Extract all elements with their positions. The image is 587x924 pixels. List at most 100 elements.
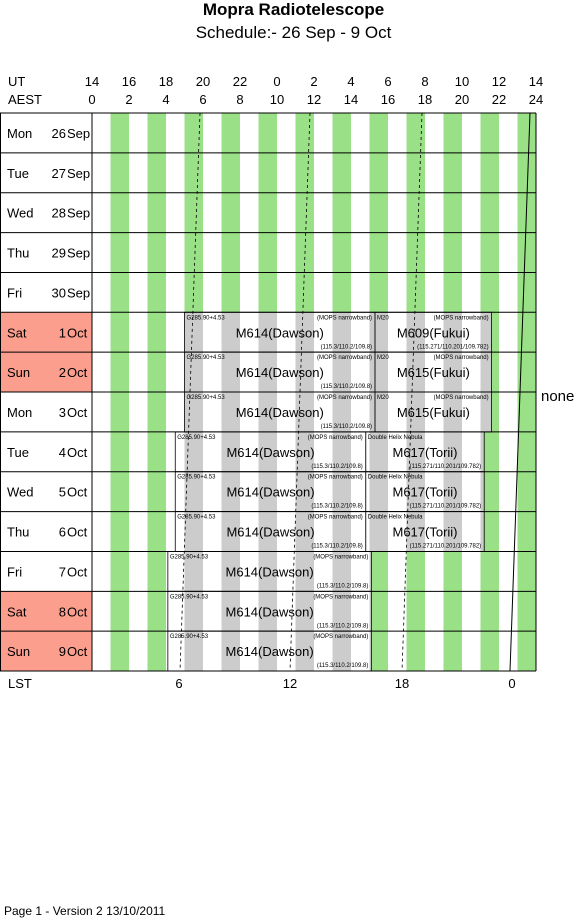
block-freq: (115.271/110.201/109.782)	[410, 464, 482, 470]
booking-stripe	[184, 352, 203, 393]
booking-stripe	[295, 511, 314, 552]
day-month: Sep	[67, 206, 90, 221]
block-freq: (115.3/110.2/109.8)	[321, 384, 372, 390]
block-mode: (MOPS narrowband)	[434, 395, 489, 401]
booking-stripe	[406, 431, 425, 472]
booking-stripe	[369, 312, 376, 353]
booking-stripe	[221, 312, 240, 353]
ut-tick: 20	[195, 74, 211, 89]
block-mode: (MOPS narrowband)	[317, 315, 372, 321]
block-freq: (115.3/110.2/109.8)	[317, 623, 368, 629]
block-source: G285.90+4.53	[170, 594, 209, 600]
day-month: Oct	[67, 525, 88, 540]
aest-tick: 18	[417, 92, 433, 107]
booking-stripe	[443, 352, 462, 393]
day-cell	[0, 471, 92, 512]
aest-tick: 6	[199, 92, 207, 107]
booking-stripe	[295, 471, 314, 512]
block-source: G285.90+4.53	[187, 395, 226, 401]
block-source: M20	[377, 395, 389, 401]
day-month: Sep	[67, 126, 90, 141]
block-project: M614(Dawson)	[226, 604, 314, 619]
day-month: Oct	[67, 644, 88, 659]
block-project: M614(Dawson)	[226, 445, 314, 460]
day-cell	[0, 152, 92, 193]
booking-stripe	[258, 591, 277, 632]
block-source: Double Helix Nebula	[368, 435, 423, 441]
block-mode: (MOPS narrowband)	[317, 355, 372, 361]
block-project: M614(Dawson)	[226, 564, 314, 579]
block-project: M614(Dawson)	[236, 405, 324, 420]
booking-stripe	[369, 431, 388, 472]
booking-stripe	[295, 392, 314, 432]
day-dow: Sun	[7, 365, 30, 380]
ut-tick: 2	[310, 74, 318, 89]
day-month: Sep	[67, 246, 90, 261]
booking-stripe	[375, 392, 388, 432]
block-source: Double Helix Nebula	[368, 475, 423, 481]
booking-stripe	[184, 431, 203, 472]
day-month: Oct	[67, 564, 88, 579]
booking-stripe	[295, 312, 314, 353]
aest-tick: 4	[162, 92, 170, 107]
booking-stripe	[221, 392, 240, 432]
day-month: Sep	[67, 166, 90, 181]
day-dow: Wed	[7, 485, 34, 500]
block-source: G285.90+4.53	[177, 435, 216, 441]
aest-tick: 2	[125, 92, 133, 107]
block-source: M20	[377, 315, 389, 321]
block-project: M614(Dawson)	[226, 644, 314, 659]
aest-label: AEST	[8, 92, 42, 107]
day-month: Sep	[67, 285, 90, 300]
booking-stripe	[443, 431, 462, 472]
day-dow: Wed	[7, 206, 34, 221]
booking-stripe	[221, 551, 240, 592]
booking-stripe	[221, 431, 240, 472]
day-dow: Tue	[7, 166, 29, 181]
booking-stripe	[443, 511, 462, 552]
booking-stripe	[295, 591, 314, 632]
booking-stripe	[184, 591, 203, 632]
block-mode: (MOPS narrowband)	[313, 554, 368, 560]
booking-stripe	[443, 471, 462, 512]
booking-stripe	[332, 551, 351, 592]
booking-stripe	[480, 312, 492, 353]
day-month: Oct	[67, 325, 88, 340]
ut-tick: 16	[121, 74, 137, 89]
day-num: 28	[52, 206, 66, 221]
day-cell	[0, 392, 92, 432]
day-num: 5	[59, 485, 66, 500]
day-num: 27	[52, 166, 66, 181]
day-num: 8	[59, 604, 66, 619]
booking-stripe	[369, 591, 372, 632]
aest-tick: 22	[491, 92, 507, 107]
block-freq: (115.3/110.2/109.8)	[311, 504, 362, 510]
block-project: M614(Dawson)	[236, 365, 324, 380]
block-source: Double Helix Nebula	[368, 515, 423, 521]
block-project: M617(Torii)	[392, 525, 457, 540]
booking-stripe	[258, 631, 277, 672]
block-mode: (MOPS narrowband)	[313, 634, 368, 640]
booking-stripe	[258, 392, 277, 432]
day-cell	[0, 232, 92, 273]
day-num: 6	[59, 525, 66, 540]
booking-stripe	[406, 352, 425, 393]
block-source: M20	[377, 355, 389, 361]
booking-stripe	[295, 551, 314, 592]
ut-tick: 6	[384, 74, 392, 89]
block-project: M617(Torii)	[392, 485, 457, 500]
block-source: G285.90+4.53	[170, 634, 209, 640]
booking-stripe	[443, 392, 462, 432]
booking-stripe	[369, 511, 388, 552]
day-num: 2	[59, 365, 66, 380]
block-freq: (115.3/110.2/109.8)	[311, 464, 362, 470]
booking-stripe	[369, 392, 376, 432]
booking-stripe	[258, 471, 277, 512]
booking-stripe	[258, 511, 277, 552]
aest-tick: 12	[306, 92, 322, 107]
day-dow: Mon	[7, 405, 32, 420]
booking-stripe	[443, 312, 462, 353]
day-month: Oct	[67, 365, 88, 380]
day-cell	[0, 113, 92, 153]
